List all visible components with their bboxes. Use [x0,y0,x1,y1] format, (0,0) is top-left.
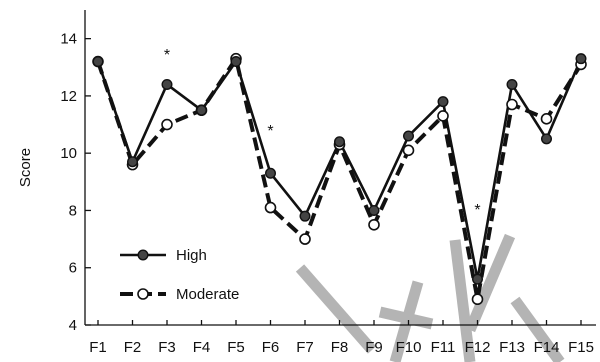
point-high [230,56,242,68]
watermark [295,233,565,362]
point-moderate [161,118,173,131]
watermark-stroke [464,233,516,333]
x-tick-label: F2 [124,339,142,356]
x-tick-label: F15 [568,339,594,356]
point-moderate [264,201,277,214]
y-tick-label: 10 [60,145,77,162]
watermark-stroke [510,296,565,362]
x-tick-label: F10 [396,339,422,356]
point-high [541,133,553,145]
point-high [92,56,104,68]
x-tick-label: F1 [89,339,107,356]
legend-label: High [176,247,207,264]
point-high [299,210,311,222]
y-tick-label: 4 [69,317,77,334]
point-moderate [540,113,553,125]
x-tick-label: F3 [158,339,176,356]
y-tick-label: 12 [60,88,77,105]
legend-label: Moderate [176,286,239,303]
x-tick-label: F9 [365,339,383,356]
point-high [195,104,207,116]
point-high [575,53,587,65]
x-tick-label: F8 [331,339,349,356]
x-tick-label: F5 [227,339,245,356]
point-moderate [368,218,380,231]
x-tick-label: F13 [499,339,525,356]
significance-annotation: * [267,123,273,140]
point-moderate [437,110,449,122]
legend-marker [137,288,149,300]
point-high [126,156,138,168]
point-high [265,167,277,179]
x-tick-label: F14 [534,339,560,356]
y-tick-label: 8 [69,202,77,219]
x-tick-label: F7 [296,339,314,356]
point-high [472,273,484,285]
y-tick-label: 14 [60,31,77,48]
legend: High Moderate [120,247,239,303]
significance-annotation: * [164,47,170,64]
point-high [161,78,173,90]
significance-annotation: * [474,202,480,219]
point-high [506,78,518,90]
point-high [368,204,380,216]
point-moderate [471,293,484,306]
legend-item-high: High [120,247,207,264]
series-line-moderate [96,56,583,302]
legend-marker [137,249,149,261]
x-tick-label: F11 [431,339,456,356]
x-tick-label: F4 [193,339,211,356]
point-high [437,96,449,108]
x-tick-label: F6 [262,339,280,356]
x-tick-label: F12 [465,339,491,356]
point-moderate [402,144,415,157]
watermark-stroke [378,306,434,330]
legend-item-moderate: Moderate [120,286,239,303]
point-high [334,136,346,148]
point-moderate [299,233,311,245]
watermark-stroke [295,264,377,354]
point-high [403,130,415,142]
y-tick-label: 6 [69,260,77,277]
y-axis-title: Score [17,148,34,187]
point-moderate [506,98,518,111]
watermark-stroke [449,239,476,362]
